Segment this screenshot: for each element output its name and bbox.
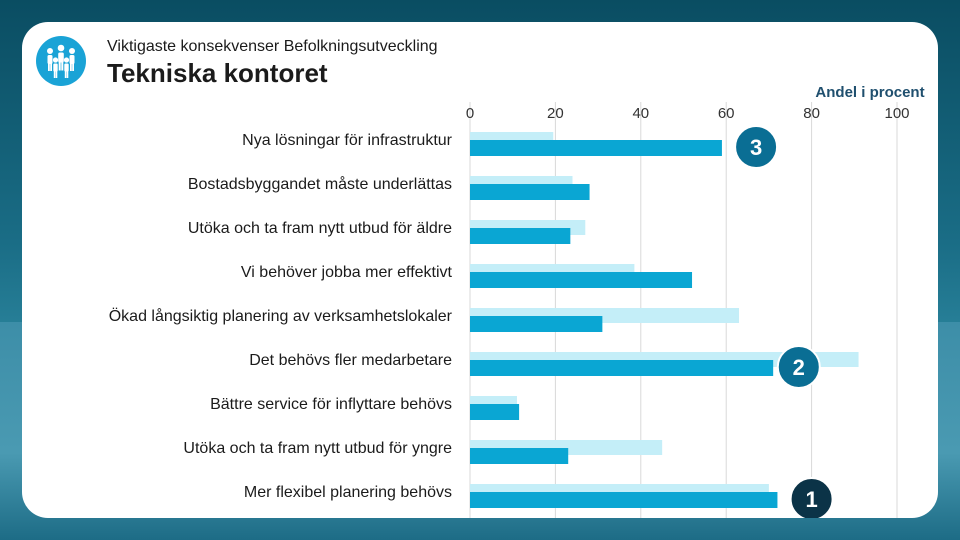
category-label: Utöka och ta fram nytt utbud för yngre [183,440,452,457]
page-title: Tekniska kontoret [107,58,328,88]
x-tick-label: 60 [718,105,735,122]
category-label: Nya lösningar för infrastruktur [242,132,453,149]
category-label: Det behövs fler medarbetare [249,352,452,369]
bar-tekniska-kontoret [470,448,569,464]
rank-badge-label: 2 [793,355,805,380]
bar-tekniska-kontoret [470,404,520,420]
rank-badge [734,125,779,169]
x-tick-label: 80 [803,105,820,122]
category-label: Utöka och ta fram nytt utbud för äldre [188,220,452,237]
rank-badge-label: 3 [750,135,762,160]
x-tick-label: 40 [632,105,649,122]
category-label: Vi behöver jobba mer effektivt [241,264,453,281]
x-tick-label: 0 [466,105,474,122]
people-group-icon [36,36,86,86]
chart-card: Viktigaste konsekvenser Befolkningsutvec… [22,22,938,518]
rank-badge [789,477,834,518]
category-label: Ökad långsiktig planering av verksamhets… [109,307,453,325]
bar-tekniska-kontoret [470,228,571,244]
bar-tekniska-kontoret [470,272,693,288]
bar-tekniska-kontoret [470,492,778,508]
x-tick-label: 20 [547,105,564,122]
bar-tekniska-kontoret [470,360,774,376]
bar-tekniska-kontoret [470,184,590,200]
bar-tekniska-kontoret [470,316,603,332]
category-label: Bostadsbyggandet måste underlättas [188,175,452,193]
rank-badge [776,345,821,389]
bar-tekniska-kontoret [470,140,722,156]
bar-chart: 0 20 40 60 80 100 Nya lösningar för infrastruk… [109,84,925,518]
x-axis-title: Andel i procent [815,84,924,101]
category-label: Mer flexibel planering behövs [244,484,452,501]
chart-subtitle: Viktigaste konsekvenser Befolkningsutvec… [107,38,438,55]
x-tick-label: 100 [884,105,909,122]
category-label: Bättre service för inflyttare behövs [210,396,452,413]
rank-badge-label: 1 [805,487,817,512]
